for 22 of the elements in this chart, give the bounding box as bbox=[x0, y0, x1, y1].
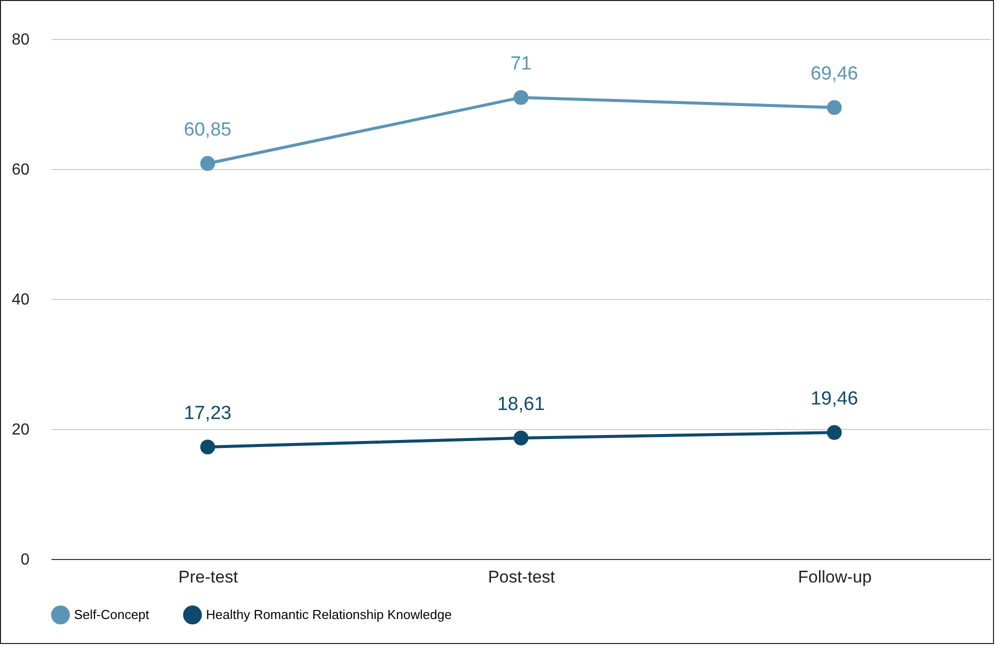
data-label: 60,85 bbox=[184, 119, 232, 140]
data-label: 17,23 bbox=[184, 403, 232, 424]
point bbox=[514, 430, 528, 446]
data-label: 69,46 bbox=[810, 64, 858, 85]
legend-label: Self-Concept bbox=[74, 606, 150, 622]
y-tick-label: 60 bbox=[12, 162, 30, 178]
point bbox=[826, 425, 842, 440]
data-label: 71 bbox=[510, 54, 532, 74]
y-tick-label: 80 bbox=[12, 32, 30, 48]
legend-label: Healthy Romantic Relationship Knowledge bbox=[206, 606, 452, 622]
point bbox=[514, 90, 528, 105]
x-tick-label: Post-test bbox=[488, 568, 556, 586]
y-tick-label: 20 bbox=[12, 422, 30, 438]
point bbox=[200, 156, 216, 171]
y-tick-label: 40 bbox=[12, 292, 30, 308]
point bbox=[200, 440, 216, 454]
data-label: 19,46 bbox=[810, 388, 858, 410]
x-tick-label: Follow-up bbox=[798, 568, 872, 586]
point bbox=[826, 100, 842, 115]
x-tick-label: Pre-test bbox=[178, 568, 238, 586]
y-tick-label: 0 bbox=[20, 552, 30, 568]
data-label: 18,61 bbox=[497, 394, 545, 416]
